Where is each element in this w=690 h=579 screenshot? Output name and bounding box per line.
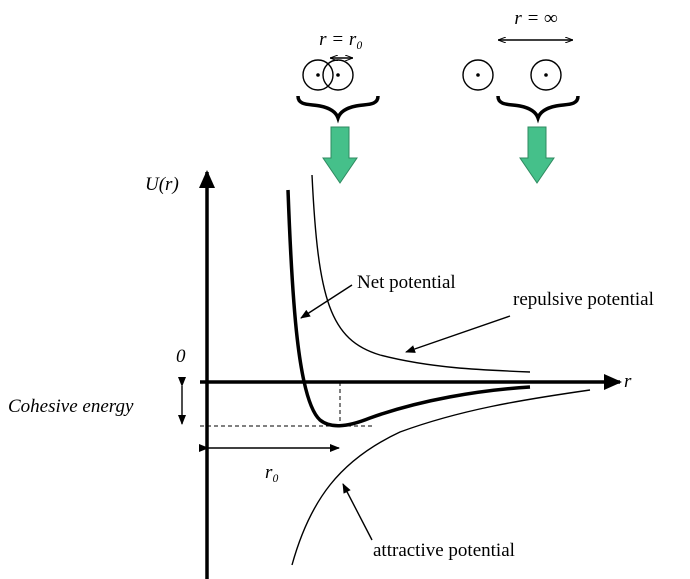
net-pointer [301, 285, 352, 318]
brace [498, 96, 578, 118]
repulsive-pointer [406, 316, 510, 352]
zero-label: 0 [176, 346, 186, 367]
r0-label: r₀ [265, 462, 279, 483]
y-axis-label: U(r) [145, 174, 179, 195]
cohesive-label: Cohesive energy [8, 396, 134, 417]
net-label: Net potential [357, 272, 456, 293]
brace [298, 96, 378, 118]
net-curve [288, 190, 530, 426]
label-r-inf: r = ∞ [514, 8, 557, 29]
attractive-curve [292, 390, 590, 565]
green-arrow [323, 127, 357, 183]
attractive-label: attractive potential [373, 540, 515, 561]
atoms-far [463, 40, 578, 183]
label-r-r0: r = r₀ [319, 29, 363, 50]
diagram: r = r₀ r = ∞ U(r) r 0 Cohesive energy r₀… [0, 0, 690, 579]
x-axis-label: r [624, 371, 632, 392]
repulsive-label: repulsive potential [513, 289, 654, 310]
attractive-pointer [343, 484, 372, 540]
green-arrow [520, 127, 554, 183]
